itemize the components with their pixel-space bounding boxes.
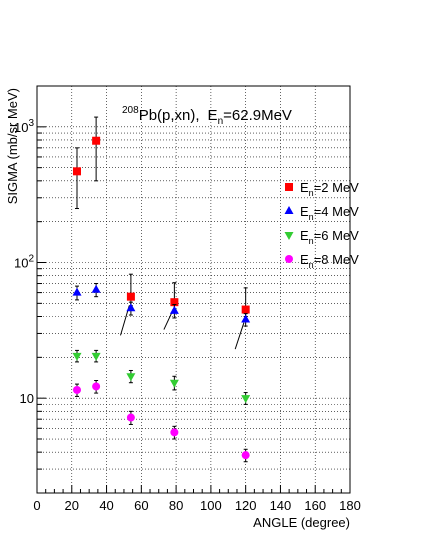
data-point [91, 352, 101, 361]
legend-marker [284, 206, 294, 214]
y-tick-label: 103 [14, 118, 34, 135]
x-tick-label: 160 [304, 498, 326, 513]
title-energy-value: =62.9MeV [223, 107, 292, 124]
x-tick-label: 100 [200, 498, 222, 513]
data-point [91, 284, 101, 293]
legend-label: En=2 MeV [300, 180, 359, 198]
legend-label: En=4 MeV [300, 204, 359, 222]
series-2 [72, 283, 251, 327]
series-3 [72, 349, 251, 405]
x-tick-label: 120 [235, 498, 257, 513]
x-tick-label: 180 [339, 498, 361, 513]
legend: En=2 MeV En=4 MeV En=6 MeV En=8 MeV [284, 180, 359, 270]
data-point [126, 292, 135, 301]
data-point [241, 305, 250, 314]
x-axis-label: ANGLE (degree) [253, 515, 350, 530]
data-point [241, 314, 251, 323]
y-axis-label: SIGMA (mb/sr MeV) [5, 88, 20, 204]
data-point [126, 413, 135, 422]
series-4 [72, 379, 250, 463]
grid-lines [37, 85, 350, 494]
title-superscript: 208 [122, 105, 139, 116]
y-tick-label: 10 [20, 391, 34, 406]
legend-marker [285, 255, 293, 263]
data-point [126, 303, 136, 312]
curves [120, 305, 245, 350]
data-point [72, 287, 82, 296]
data-point [169, 305, 179, 314]
data-point [126, 373, 136, 382]
x-tick-label: 0 [33, 498, 40, 513]
title-energy-symbol: E [208, 107, 218, 124]
fit-curve [163, 310, 174, 330]
data-point [72, 385, 81, 394]
title-energy-subscript: n [218, 116, 224, 127]
data-point [241, 395, 251, 404]
title-nucleus: Pb(p,xn), [139, 107, 200, 124]
data-point [92, 382, 101, 391]
x-tick-label: 40 [99, 498, 113, 513]
data-point [241, 451, 250, 460]
plot-frame [36, 85, 351, 494]
data-series [72, 116, 251, 463]
fit-curve [234, 322, 245, 350]
data-point [169, 379, 179, 388]
legend-label: En=8 MeV [300, 252, 359, 270]
legend-marker [284, 232, 294, 240]
x-tick-label: 20 [65, 498, 79, 513]
x-tick-label: 60 [134, 498, 148, 513]
y-tick-label: 102 [14, 254, 34, 271]
data-point [170, 298, 179, 307]
x-tick-label: 140 [270, 498, 292, 513]
data-point [72, 167, 81, 176]
series-1 [72, 116, 250, 317]
data-point [170, 428, 179, 437]
legend-label: En=6 MeV [300, 228, 359, 246]
axes: 0 20 40 60 80 100 120 140 160 180 10 102 103 [14, 85, 361, 513]
data-point [92, 136, 101, 145]
x-tick-label: 80 [169, 498, 183, 513]
legend-marker [285, 183, 293, 191]
chart-title: 208Pb(p,xn), En=62.9MeV [122, 105, 292, 127]
data-point [72, 352, 82, 361]
